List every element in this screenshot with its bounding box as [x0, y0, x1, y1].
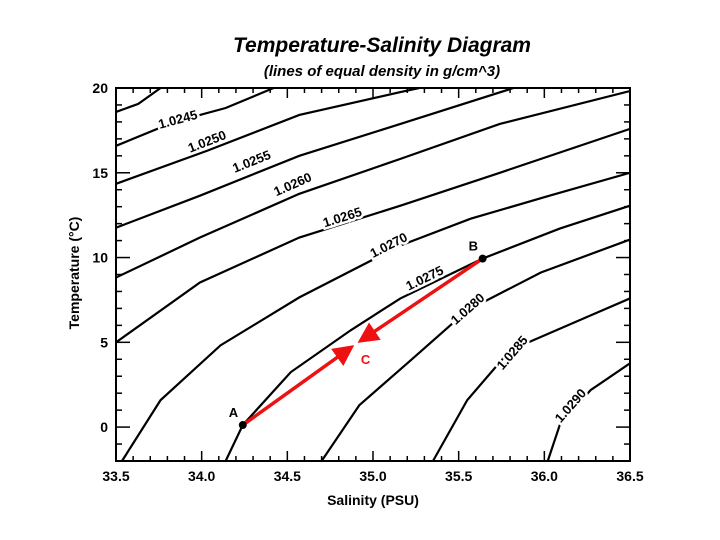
point-label-c: C: [361, 352, 371, 367]
contour-line: [320, 238, 630, 461]
point-label-a: A: [229, 405, 239, 420]
contour-label: 1.0245: [157, 107, 199, 132]
arrow-a-to-c: [241, 345, 355, 427]
contour-line: [116, 89, 630, 279]
contour-label: 1.0265: [321, 204, 363, 230]
contour-line: [121, 171, 630, 461]
chart-subtitle: (lines of equal density in g/cm^3): [264, 63, 500, 80]
point-label-b: B: [469, 239, 478, 254]
y-axis-label: Temperature (°C): [66, 217, 82, 330]
contour-line: [432, 297, 630, 461]
contour-label: 1.0270: [368, 229, 410, 261]
contour-line: [116, 127, 630, 344]
water-mass-point-b: [478, 254, 487, 263]
x-tick-label: 35.0: [359, 468, 386, 484]
contour-line: [116, 88, 162, 113]
y-tick-label: 10: [92, 250, 108, 266]
y-tick-label: 5: [100, 334, 108, 350]
x-axis-label: Salinity (PSU): [327, 492, 419, 508]
x-tick-label: 34.0: [188, 468, 215, 484]
contour-line: [116, 88, 275, 147]
x-tick-label: 34.5: [274, 468, 301, 484]
x-tick-label: 35.5: [445, 468, 472, 484]
contour-line: [224, 204, 630, 461]
contour-line: [546, 362, 630, 461]
water-mass-point-a: [238, 421, 247, 430]
x-tick-label: 36.0: [531, 468, 558, 484]
chart-title: Temperature-Salinity Diagram: [233, 34, 531, 57]
plot-frame: [115, 87, 631, 462]
contour-line: [116, 88, 514, 229]
water-mass-marks: A B C: [229, 239, 487, 430]
contour-label: 1.0255: [230, 147, 272, 176]
y-tick-label: 0: [100, 419, 108, 435]
x-tick-label: 36.5: [616, 468, 643, 484]
arrow-b-to-c: [357, 257, 484, 343]
x-tick-label: 33.5: [102, 468, 129, 484]
contour-label: 1.0280: [448, 290, 488, 328]
y-tick-label: 20: [92, 80, 108, 96]
contour-label: 1.0260: [271, 169, 313, 199]
y-tick-label: 15: [92, 165, 108, 181]
density-contours: 1.02451.02501.02551.02601.02651.02701.02…: [116, 88, 630, 461]
contour-label: 1.0290: [552, 386, 590, 426]
contour-label: 1.0285: [494, 333, 531, 373]
